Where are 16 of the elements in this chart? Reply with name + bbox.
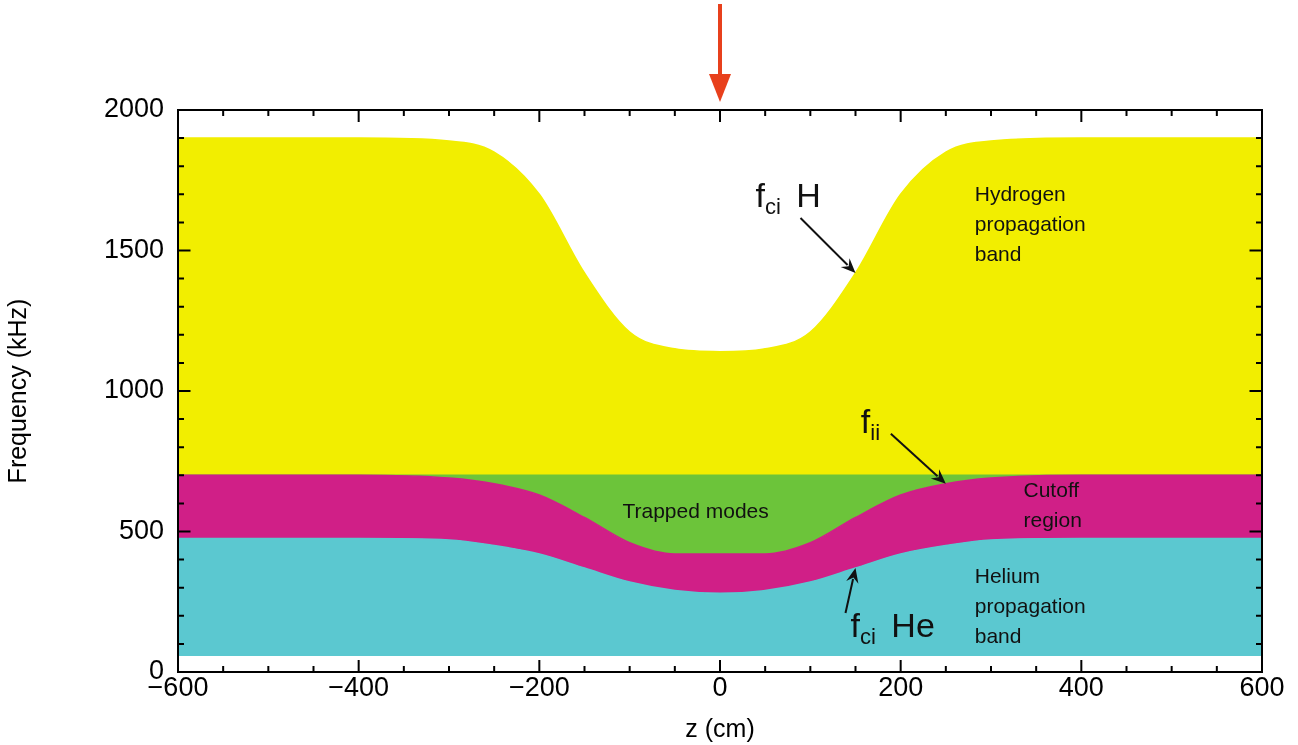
annotation: Helium propagation band xyxy=(974,564,1086,648)
x-tick-label: −200 xyxy=(508,671,570,702)
annotation: Cutoff region xyxy=(1023,478,1082,532)
annotation: Hydrogen propagation band xyxy=(974,182,1086,266)
x-tick-label: 0 xyxy=(712,671,728,702)
x-tick-label: 400 xyxy=(1058,671,1104,702)
y-axis-title: Frequency (kHz) xyxy=(2,298,31,484)
x-tick-label: 200 xyxy=(878,671,924,702)
x-axis-title: z (cm) xyxy=(685,713,755,742)
x-tick-label: −400 xyxy=(328,671,390,702)
y-tick-label: 1000 xyxy=(103,374,164,405)
y-tick-label: 500 xyxy=(118,514,164,545)
y-tick-label: 1500 xyxy=(103,233,164,264)
annotation: Trapped modes xyxy=(622,498,769,522)
x-tick-label: 600 xyxy=(1239,671,1285,702)
y-tick-label: 2000 xyxy=(103,93,164,124)
